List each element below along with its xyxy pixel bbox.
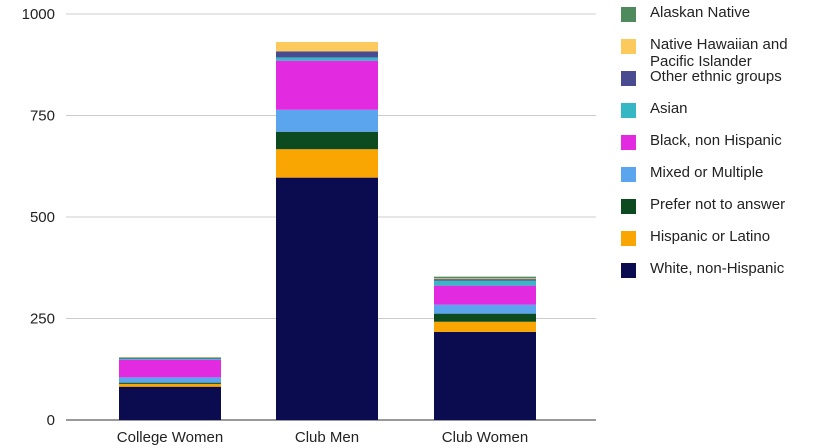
legend-label: White, non-Hispanic	[650, 260, 785, 277]
y-tick-label: 250	[30, 311, 55, 328]
legend-item: Hispanic or Latino	[621, 228, 827, 260]
bar-segment	[434, 321, 536, 332]
bar-segment	[119, 358, 221, 360]
legend-label: Alaskan Native	[650, 4, 751, 21]
x-axis-category-labels: College Women Club Men Club Women	[117, 429, 528, 446]
legend-label: Mixed or Multiple	[650, 164, 764, 181]
bar-segment	[276, 57, 378, 61]
legend-item: Alaskan Native	[621, 4, 827, 36]
bar-segment	[276, 51, 378, 58]
bars	[119, 42, 536, 420]
bar-segment	[434, 280, 536, 286]
y-tick-label: 500	[30, 209, 55, 226]
legend-label: Prefer not to answer	[650, 196, 786, 213]
legend-swatch	[621, 263, 636, 278]
legend-swatch	[621, 167, 636, 182]
bar-segment	[119, 359, 221, 378]
legend-item: Mixed or Multiple	[621, 164, 827, 196]
legend-swatch	[621, 135, 636, 150]
bar-segment	[276, 109, 378, 132]
legend-swatch	[621, 231, 636, 246]
bar-segment	[276, 42, 378, 52]
bar-segment	[276, 149, 378, 178]
bar-segment	[119, 383, 221, 387]
bar-segment	[434, 285, 536, 305]
legend-label: Native Hawaiian and Pacific Islander	[650, 36, 788, 70]
legend-swatch	[621, 71, 636, 86]
x-category-label: Club Women	[442, 429, 528, 446]
y-tick-label: 1000	[22, 6, 55, 23]
legend-label: Other ethnic groups	[650, 68, 782, 85]
y-tick-label: 0	[47, 412, 55, 429]
bar-segment	[434, 313, 536, 322]
bar-segment	[434, 276, 536, 279]
bar-segment	[276, 131, 378, 150]
legend: Alaskan Native Native Hawaiian and Pacifi…	[621, 4, 827, 292]
bar-segment	[434, 279, 536, 281]
legend-label: Black, non Hispanic	[650, 132, 782, 149]
legend-swatch	[621, 7, 636, 22]
bar-segment	[276, 177, 378, 420]
bar-segment	[434, 278, 536, 280]
y-tick-label: 750	[30, 108, 55, 125]
bar-stack	[276, 42, 378, 420]
legend-item: Prefer not to answer	[621, 196, 827, 228]
legend-item: White, non-Hispanic	[621, 260, 827, 292]
bar-segment	[119, 382, 221, 384]
legend-item: Native Hawaiian and Pacific Islander	[621, 36, 827, 70]
legend-item: Asian	[621, 100, 827, 132]
bar-segment	[434, 304, 536, 314]
legend-label: Hispanic or Latino	[650, 228, 771, 245]
x-category-label: Club Men	[295, 429, 359, 446]
bar-segment	[276, 60, 378, 110]
bar-segment	[119, 377, 221, 383]
bar-segment	[119, 386, 221, 420]
legend-swatch	[621, 103, 636, 118]
x-category-label: College Women	[117, 429, 223, 446]
legend-swatch	[621, 199, 636, 214]
legend-item: Black, non Hispanic	[621, 132, 827, 164]
y-axis-tick-labels: 0 250 500 750 1000	[22, 6, 55, 429]
legend-swatch	[621, 39, 636, 54]
bar-segment	[434, 331, 536, 420]
legend-item: Other ethnic groups	[621, 68, 827, 100]
bar-segment	[119, 357, 221, 359]
bar-stack	[119, 357, 221, 420]
legend-label: Asian	[650, 100, 688, 117]
bar-stack	[434, 276, 536, 420]
